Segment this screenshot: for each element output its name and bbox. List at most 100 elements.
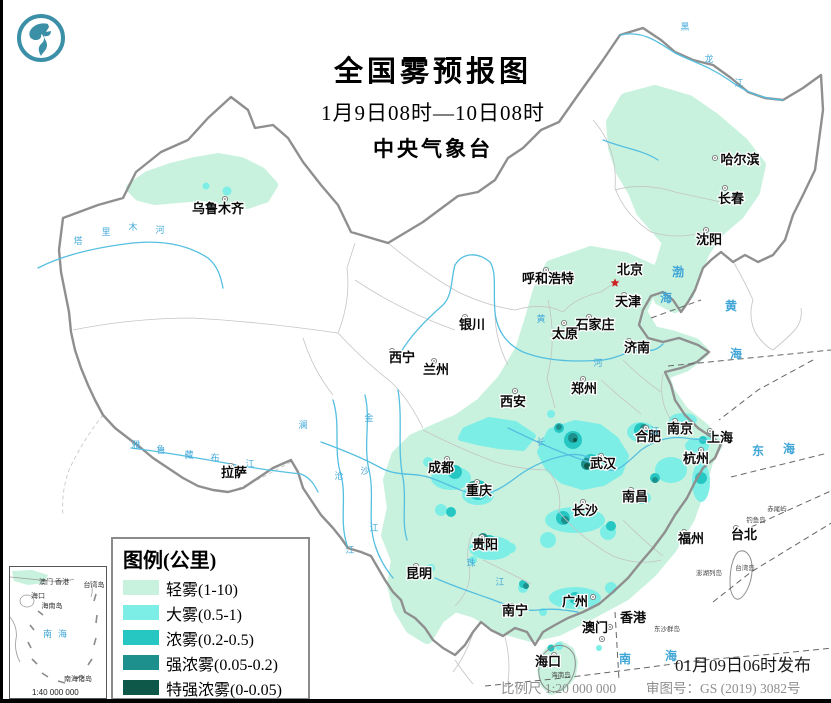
legend-swatch (123, 605, 159, 620)
island-label: 赤尾屿 (767, 504, 787, 513)
river-label-char: 龙 (704, 53, 713, 64)
legend-row: 大雾(0.5-1) (123, 600, 308, 625)
city-label: 重庆 (466, 483, 492, 498)
inset-label: 海南岛 (42, 601, 63, 610)
dragon-swirl-icon (29, 23, 51, 56)
island-label: 东沙群岛 (654, 624, 680, 633)
legend-label: 浓雾(0.2-0.5) (166, 631, 254, 649)
publish-time: 01月09日06时发布 (675, 656, 811, 675)
cma-logo (17, 14, 65, 62)
city-label: 哈尔滨 (720, 152, 759, 167)
river-label-char: 河 (155, 224, 164, 235)
city-marker-dot (563, 322, 565, 324)
city-marker-dot (476, 481, 478, 483)
legend-label: 轻雾(1-10) (166, 581, 238, 599)
river-label-char: 珠 (466, 557, 475, 568)
river-label-char: 江 (345, 545, 354, 555)
city-marker-dot (705, 229, 707, 231)
island-label: 钓鱼岛 (746, 515, 766, 524)
river-label-char: 江 (495, 577, 504, 587)
city-label: 上海 (707, 430, 733, 445)
city-marker-dot (481, 536, 483, 538)
river-label-char: 长 (536, 436, 545, 447)
city-marker-dot (735, 527, 737, 529)
city-marker-dot (433, 360, 435, 362)
island-label: 海南岛 (551, 670, 571, 679)
sea-label-char: 海 (665, 648, 677, 663)
sea-label-char: 东 (752, 443, 764, 458)
city-label: 澳门 (582, 620, 608, 635)
legend-row: 轻雾(1-10) (123, 575, 308, 600)
city-marker-dot (230, 465, 232, 467)
city-label: 乌鲁木齐 (192, 201, 245, 216)
map-header: 全国雾预报图 1月9日08时—10日08时 中央气象台 (273, 48, 593, 163)
legend-label: 特强浓雾(0-0.05) (166, 681, 282, 699)
city-label: 合肥 (635, 429, 661, 444)
city-marker-dot (514, 390, 516, 392)
agency-name: 中央气象台 (373, 138, 493, 161)
sea-label-char: 南 (619, 651, 631, 666)
city-marker-dot (609, 626, 611, 628)
river-label-char: 沙 (360, 466, 369, 476)
fog-layer-extreme (480, 438, 590, 543)
inset-fog-patch (12, 570, 48, 585)
islands (538, 550, 753, 693)
city-marker-dot (582, 378, 584, 380)
island-label: 台湾岛 (735, 563, 755, 572)
south-china-sea-inset: 澳门 香港 台湾岛 海口 海南岛 南海诸岛 南海 1:40 000 000 (9, 566, 107, 699)
river-label-char: 江 (245, 459, 254, 469)
city-marker-dot (724, 187, 726, 189)
sea-label-char: 海 (660, 290, 672, 305)
city-label: 福州 (677, 531, 704, 546)
city-marker-dot (464, 316, 466, 318)
city-label: 天津 (615, 294, 641, 309)
river-label-char: 河 (593, 357, 602, 368)
city-marker-dot (645, 427, 647, 429)
city-marker-dot (553, 654, 555, 656)
sea-label-char: 海 (730, 346, 742, 361)
inset-dash-boundary (27, 593, 98, 684)
city-marker-dot (592, 596, 594, 598)
city-marker-dot (714, 157, 716, 159)
city-label: 海口 (535, 654, 561, 669)
sea-label-char: 海 (783, 441, 795, 456)
legend-rows: 轻雾(1-10) 大雾(0.5-1) 浓雾(0.2-0.5) 强浓雾(0.05-0.2… (113, 575, 308, 699)
city-label: 呼和浩特 (522, 271, 574, 286)
river-label-char: 鲁 (156, 444, 165, 455)
river-label-char: 里 (101, 227, 110, 237)
city-marker-dot (674, 420, 676, 422)
map-scale: 比例尺 1:20 000 000 (501, 681, 617, 696)
sea-label-char: 黄 (725, 298, 737, 313)
city-label: 南昌 (622, 489, 648, 504)
city-marker-dot (582, 501, 584, 503)
city-label: 南宁 (502, 603, 528, 618)
legend-row: 强浓雾(0.05-0.2) (123, 650, 308, 675)
city-marker-dot (709, 430, 711, 432)
city-label: 北京 (617, 262, 643, 277)
city-marker-dot (630, 489, 632, 491)
national-border (57, 26, 825, 657)
river-label-char: 江 (369, 523, 378, 533)
inset-coastlines (9, 576, 93, 663)
city-marker-dot (623, 294, 625, 296)
city-label: 郑州 (571, 381, 597, 396)
city-marker-dot (683, 531, 685, 533)
city-marker-dot (224, 198, 226, 200)
city-label: 太原 (551, 326, 578, 341)
city-label: 成都 (428, 460, 454, 475)
legend-label: 强浓雾(0.05-0.2) (166, 656, 278, 674)
river-label-char: 黑 (680, 22, 689, 32)
river-label-char: 雅 (131, 439, 140, 450)
city-label: 昆明 (406, 566, 432, 581)
inset-label: 海口 (31, 591, 45, 600)
city-label: 西安 (500, 394, 526, 409)
legend-row: 特强浓雾(0-0.05) (123, 675, 308, 699)
city-label: 济南 (624, 340, 650, 355)
legend-title: 图例(公里) (123, 550, 217, 572)
city-markers (221, 154, 740, 659)
